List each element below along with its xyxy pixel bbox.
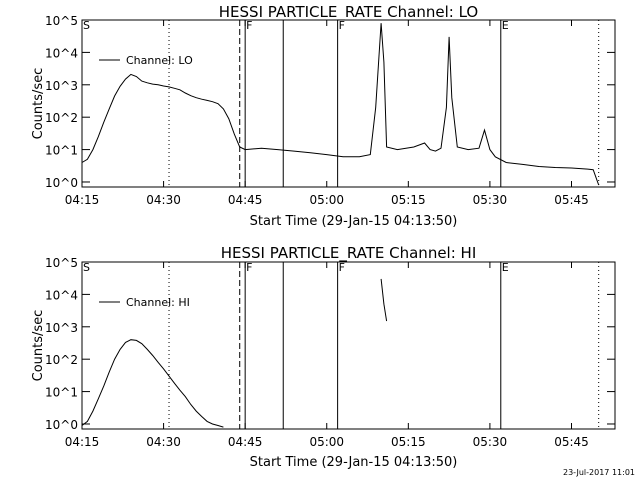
x-tick-label: 04:30 xyxy=(146,193,181,207)
y-tick-label: 10^0 xyxy=(45,418,78,432)
series-line xyxy=(81,23,600,186)
plot-frame xyxy=(81,19,616,188)
y-tick-label: 10^0 xyxy=(45,176,78,190)
x-tick-label: 05:30 xyxy=(473,435,508,449)
y-tick-label: 10^5 xyxy=(45,256,78,270)
x-tick-label: 05:15 xyxy=(391,193,426,207)
plot-frame xyxy=(81,261,616,430)
x-tick-label: 05:00 xyxy=(309,193,344,207)
y-tick-label: 10^2 xyxy=(45,111,78,125)
x-tick-label: 05:30 xyxy=(473,193,508,207)
event-marker-label: E xyxy=(502,19,509,32)
event-marker-label: F xyxy=(339,261,345,274)
legend-label: Channel: LO xyxy=(126,54,193,67)
x-tick-label: 04:45 xyxy=(228,435,263,449)
chart-panel-2: HESSI PARTICLE_RATE Channel: HI 04:15 04:3… xyxy=(31,244,616,470)
x-tick-label: 04:45 xyxy=(228,193,263,207)
x-tick-label: 05:15 xyxy=(391,435,426,449)
y-tick-label: 10^2 xyxy=(45,353,78,367)
chart-title: HESSI PARTICLE_RATE Channel: HI xyxy=(221,244,477,263)
event-marker-label: F xyxy=(246,261,252,274)
y-tick-label: 10^3 xyxy=(45,321,78,335)
event-marker-label: F xyxy=(246,19,252,32)
event-marker-label: S xyxy=(83,19,90,32)
x-tick-label: 05:45 xyxy=(554,193,589,207)
chart-panel-1: HESSI PARTICLE_RATE Channel: LO 04:15 04:3… xyxy=(31,3,616,229)
chart-title: HESSI PARTICLE_RATE Channel: LO xyxy=(219,3,478,22)
series-line xyxy=(380,278,388,322)
event-marker-label: F xyxy=(339,19,345,32)
y-tick-label: 10^5 xyxy=(45,14,78,28)
y-tick-label: 10^4 xyxy=(45,46,78,60)
x-tick-label: 04:15 xyxy=(65,435,100,449)
event-marker-label: S xyxy=(83,261,90,274)
x-tick-label: 04:15 xyxy=(65,193,100,207)
y-tick-label: 10^3 xyxy=(45,79,78,93)
x-axis-label: Start Time (29-Jan-15 04:13:50) xyxy=(250,214,458,229)
x-tick-label: 04:30 xyxy=(146,435,181,449)
y-tick-label: 10^1 xyxy=(45,144,78,158)
y-axis-label: Counts/sec xyxy=(31,310,46,382)
y-tick-label: 10^1 xyxy=(45,386,78,400)
x-tick-label: 05:00 xyxy=(309,435,344,449)
x-tick-label: 05:45 xyxy=(554,435,589,449)
y-tick-label: 10^4 xyxy=(45,288,78,302)
plot-timestamp: 23-Jul-2017 11:01 xyxy=(563,468,635,477)
series-line xyxy=(81,339,224,428)
event-marker-label: E xyxy=(502,261,509,274)
x-axis-label: Start Time (29-Jan-15 04:13:50) xyxy=(250,455,458,470)
legend-label: Channel: HI xyxy=(126,296,190,309)
y-axis-label: Counts/sec xyxy=(31,68,46,140)
